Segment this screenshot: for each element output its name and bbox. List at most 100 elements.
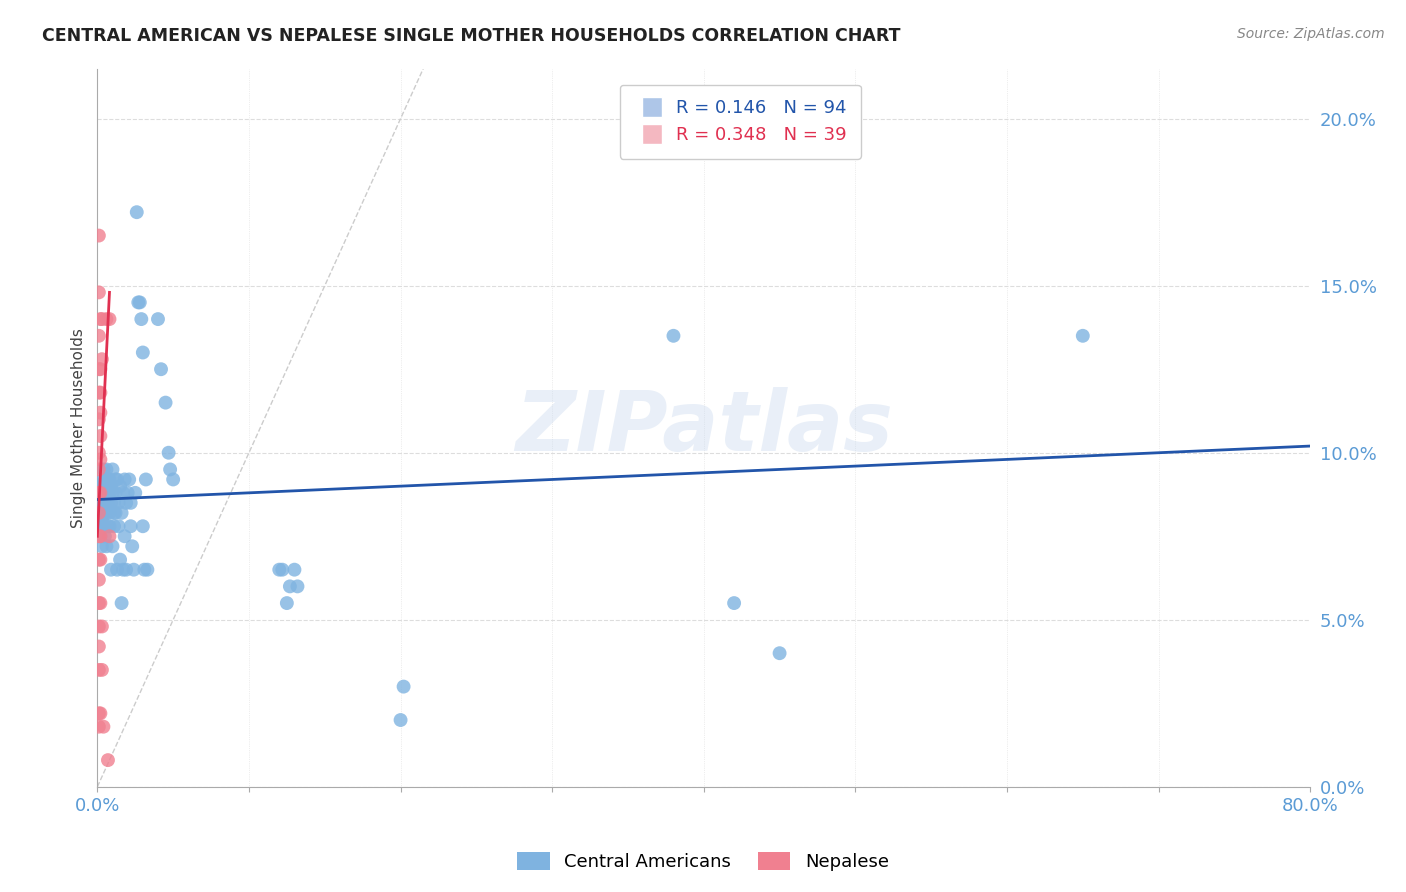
Point (150, 362, 173, 376)
Point (103, 519, 125, 533)
Point (87, 228, 110, 243)
Point (87, 596, 110, 610)
Point (134, 563, 156, 577)
Point (101, 462, 124, 476)
Point (93, 720, 115, 734)
Point (159, 462, 181, 476)
Point (87, 485, 110, 500)
Point (93, 485, 115, 500)
Point (162, 473, 184, 487)
Point (287, 579, 309, 593)
Point (87, 506, 110, 520)
Point (125, 205, 148, 219)
Point (87, 640, 110, 654)
Point (100, 479, 122, 493)
Point (89, 429, 111, 443)
Point (100, 563, 122, 577)
Point (120, 496, 142, 510)
Point (87, 706, 110, 721)
Point (94, 473, 117, 487)
Point (87, 663, 110, 677)
Point (146, 312, 169, 326)
Point (93, 506, 115, 520)
Point (98, 519, 121, 533)
Point (135, 473, 157, 487)
Point (97, 473, 120, 487)
Point (105, 563, 128, 577)
Point (121, 539, 143, 553)
Point (96, 462, 118, 476)
Point (389, 713, 412, 727)
Point (98, 506, 121, 520)
Point (87, 552, 110, 566)
Text: Source: ZipAtlas.com: Source: ZipAtlas.com (1237, 27, 1385, 41)
Point (107, 519, 129, 533)
Point (90, 663, 112, 677)
Point (97, 485, 120, 500)
Point (87, 446, 110, 460)
Point (87, 619, 110, 633)
Point (1071, 328, 1094, 343)
Point (105, 473, 128, 487)
Point (87, 362, 110, 376)
Point (93, 462, 115, 476)
Point (107, 496, 129, 510)
Point (97, 753, 120, 767)
Text: CENTRAL AMERICAN VS NEPALESE SINGLE MOTHER HOUSEHOLDS CORRELATION CHART: CENTRAL AMERICAN VS NEPALESE SINGLE MOTH… (42, 27, 901, 45)
Point (269, 563, 291, 577)
Point (104, 485, 127, 500)
Y-axis label: Single Mother Households: Single Mother Households (72, 327, 86, 527)
Point (89, 506, 111, 520)
Point (90, 496, 112, 510)
Point (89, 312, 111, 326)
Point (94, 496, 117, 510)
Point (87, 506, 110, 520)
Point (87, 529, 110, 543)
Point (90, 352, 112, 367)
Point (90, 479, 112, 493)
Point (136, 563, 159, 577)
Point (87, 285, 110, 300)
Point (132, 345, 155, 359)
Point (120, 519, 142, 533)
Point (89, 385, 111, 400)
Point (768, 646, 790, 660)
Point (96, 479, 118, 493)
Point (662, 328, 685, 343)
Point (94, 496, 117, 510)
Point (276, 596, 298, 610)
Point (87, 720, 110, 734)
Point (89, 596, 111, 610)
Point (104, 473, 127, 487)
Point (93, 519, 115, 533)
Point (87, 385, 110, 400)
Point (155, 395, 177, 409)
Point (110, 506, 132, 520)
Point (93, 519, 115, 533)
Point (90, 619, 112, 633)
Point (101, 539, 124, 553)
Point (104, 506, 127, 520)
Point (89, 529, 111, 543)
Point (96, 485, 118, 500)
Point (87, 573, 110, 587)
Point (112, 563, 135, 577)
Point (112, 485, 135, 500)
Point (723, 596, 745, 610)
Point (98, 529, 121, 543)
Point (87, 462, 110, 476)
Point (278, 579, 301, 593)
Point (124, 485, 146, 500)
Point (94, 529, 117, 543)
Point (90, 539, 112, 553)
Legend: R = 0.146   N = 94, R = 0.348   N = 39: R = 0.146 N = 94, R = 0.348 N = 39 (620, 85, 860, 159)
Point (89, 485, 111, 500)
Point (90, 312, 112, 326)
Point (89, 529, 111, 543)
Point (103, 496, 125, 510)
Point (110, 596, 132, 610)
Point (117, 485, 139, 500)
Point (97, 496, 120, 510)
Point (94, 479, 117, 493)
Point (115, 563, 138, 577)
